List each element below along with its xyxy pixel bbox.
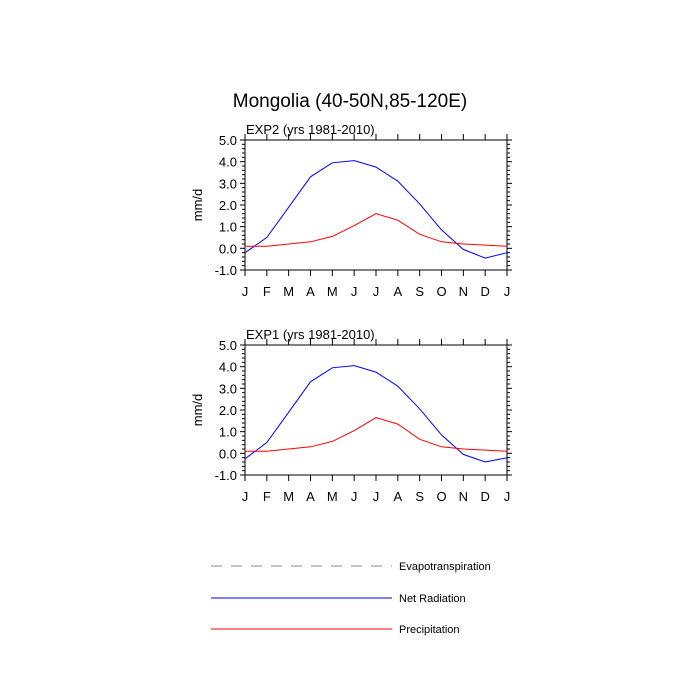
series-line-precipitation — [245, 213, 508, 247]
x-tick-label: J — [504, 489, 511, 504]
x-tick-label: A — [306, 284, 315, 299]
x-tick-label: A — [306, 489, 315, 504]
x-tick-label: S — [415, 489, 424, 504]
x-tick-label: D — [480, 284, 489, 299]
series-line-precipitation — [245, 417, 508, 452]
x-tick-label: J — [504, 284, 511, 299]
legend-label: Evapotranspiration — [399, 561, 491, 573]
series-line-net-radiation — [244, 160, 508, 259]
x-tick-label: N — [459, 284, 468, 299]
y-tick-label: 2.0 — [219, 403, 237, 418]
x-tick-label: J — [242, 284, 249, 299]
y-tick-label: 2.0 — [219, 198, 237, 213]
x-tick-label: J — [351, 284, 358, 299]
y-tick-label: 4.0 — [219, 155, 237, 170]
y-tick-label: -1.0 — [215, 263, 237, 278]
y-tick-label: 0.0 — [219, 446, 237, 461]
y-tick-label: 5.0 — [219, 133, 237, 148]
x-tick-label: M — [327, 284, 338, 299]
y-tick-label: 3.0 — [219, 176, 237, 191]
plot-frame — [244, 139, 508, 271]
x-tick-label: J — [351, 489, 358, 504]
x-tick-label: J — [373, 284, 380, 299]
legend-label: Precipitation — [399, 624, 460, 636]
x-tick-label: F — [263, 284, 271, 299]
x-tick-label: D — [480, 489, 489, 504]
legend: Evapotranspiration Net Radiation Precipita… — [211, 561, 491, 636]
x-tick-label: F — [263, 489, 271, 504]
x-tick-label: M — [327, 489, 338, 504]
panel-title: EXP1 (yrs 1981-2010) — [246, 327, 375, 342]
panel-title: EXP2 (yrs 1981-2010) — [246, 122, 375, 137]
x-tick-label: N — [459, 489, 468, 504]
y-tick-label: 3.0 — [219, 381, 237, 396]
x-tick-label: A — [393, 489, 402, 504]
y-tick-label: 4.0 — [219, 360, 237, 375]
x-tick-label: M — [283, 489, 294, 504]
x-tick-label: O — [436, 284, 446, 299]
y-tick-label: 5.0 — [219, 338, 237, 353]
x-tick-label: O — [436, 489, 446, 504]
panel-exp2: EXP2 (yrs 1981-2010) mm/d 5.0 4.0 3.0 2.0 1.0 0… — [190, 122, 512, 299]
y-tick-label: 0.0 — [219, 241, 237, 256]
y-tick-label: 1.0 — [219, 425, 237, 440]
y-tick-label: 1.0 — [219, 220, 237, 235]
series-line-net-radiation — [244, 365, 508, 463]
y-tick-label: -1.0 — [215, 468, 237, 483]
x-tick-label: J — [373, 489, 380, 504]
panel-exp1: EXP1 (yrs 1981-2010) mm/d 5.0 4.0 3.0 2.0 1.0 0… — [190, 327, 512, 504]
x-tick-label: J — [242, 489, 249, 504]
x-tick-label: A — [393, 284, 402, 299]
y-axis-label: mm/d — [190, 189, 205, 222]
legend-label: Net Radiation — [399, 593, 466, 605]
x-tick-label: M — [283, 284, 294, 299]
y-axis-label: mm/d — [190, 394, 205, 427]
page-title: Mongolia (40-50N,85-120E) — [233, 91, 467, 112]
x-tick-label: S — [415, 284, 424, 299]
